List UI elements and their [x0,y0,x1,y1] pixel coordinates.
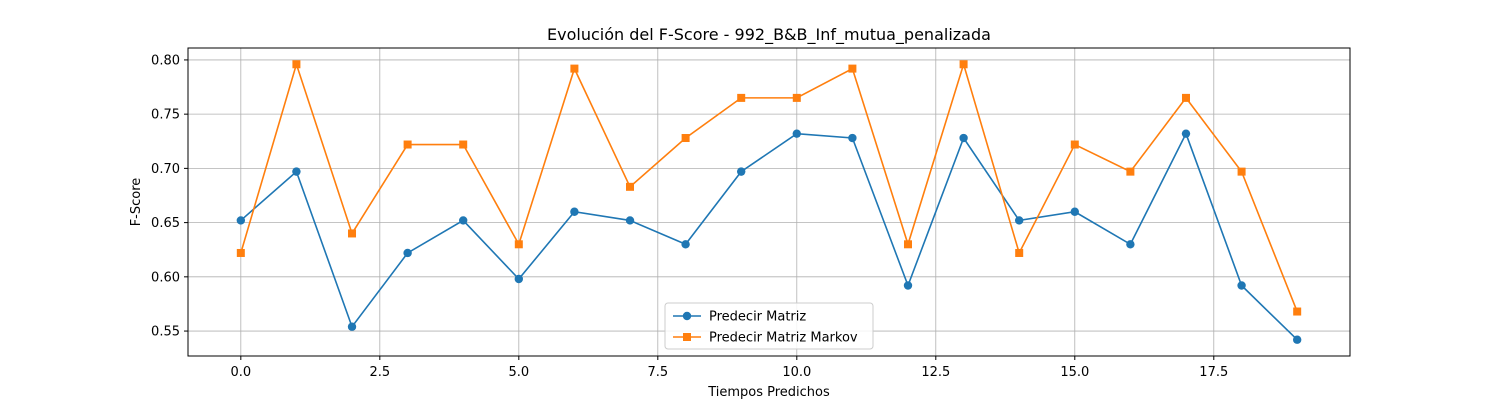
data-point [1237,167,1246,176]
series-1 [236,129,1302,344]
data-point [625,216,635,225]
legend-item: Predecir Matriz Markov [673,331,858,346]
series-line [240,61,1298,312]
x-tick-label: 10.0 [782,365,811,380]
x-tick-label: 2.5 [369,365,390,380]
legend-label: Predecir Matriz Markov [709,331,858,346]
y-tick-label: 0.60 [151,270,180,285]
data-point [959,60,968,69]
data-point [292,60,301,69]
data-point [459,216,468,225]
data-point [626,182,635,191]
data-point [792,93,801,102]
legend-swatch-marker [682,311,692,321]
y-tick-label: 0.75 [151,108,180,123]
data-point [514,274,524,284]
legend-item: Predecir Matriz [673,310,806,325]
series-line [240,131,1298,341]
data-point [236,248,245,257]
data-point [1070,140,1079,149]
data-point [1293,307,1302,316]
data-point [292,167,301,176]
x-tick-label: 7.5 [647,365,668,380]
data-point [737,167,746,176]
y-tick-label: 0.55 [151,325,180,340]
data-point [1014,216,1024,225]
data-point [1126,167,1135,176]
data-point [1126,240,1135,249]
y-tick-label: 0.80 [151,53,180,68]
legend-label: Predecir Matriz [709,310,806,325]
series-lines [236,60,1302,344]
x-tick-label: 17.5 [1199,365,1228,380]
legend-swatch-marker [683,333,691,341]
x-tick-label: 0.0 [230,365,251,380]
data-point [1292,335,1302,344]
series-2 [236,60,1302,316]
data-point [403,140,412,149]
data-point [1237,281,1246,290]
chart-title: Evolución del F-Score - 992_B&B_Inf_mutu… [547,25,991,45]
data-point [347,322,357,331]
y-axis-label: F-Score [129,178,144,227]
data-point [403,248,412,258]
data-point [737,93,746,102]
legend-box [664,302,874,350]
x-tick-label: 12.5 [921,365,950,380]
data-point [1181,129,1191,138]
x-axis-label: Tiempos Predichos [707,385,830,400]
plot-area [187,47,1351,357]
data-point [570,207,579,216]
data-point [1070,207,1079,216]
chart-legend: Predecir Matriz Predecir Matriz Markov [664,302,874,350]
data-point [514,240,523,249]
x-tick-label: 5.0 [508,365,529,380]
data-point [681,240,690,249]
data-point [1181,93,1190,102]
data-point [903,240,912,249]
data-point [959,133,968,143]
y-tick-label: 0.65 [151,216,180,231]
y-tick-label: 0.70 [151,162,180,177]
data-point [1015,248,1024,257]
data-point [681,134,690,143]
data-point [903,281,913,290]
data-point [459,140,468,149]
grid-lines [188,48,1350,356]
data-point [792,129,801,138]
axis-ticks: 0.0 2.5 5.0 7.5 10.0 12.5 15.0 17.5 0.55 0.60 0.65… [151,53,1228,380]
data-point [236,216,246,225]
x-tick-label: 15.0 [1060,365,1089,380]
data-point [570,64,579,73]
data-point [348,229,357,238]
data-point [848,133,857,143]
data-point [848,64,857,73]
